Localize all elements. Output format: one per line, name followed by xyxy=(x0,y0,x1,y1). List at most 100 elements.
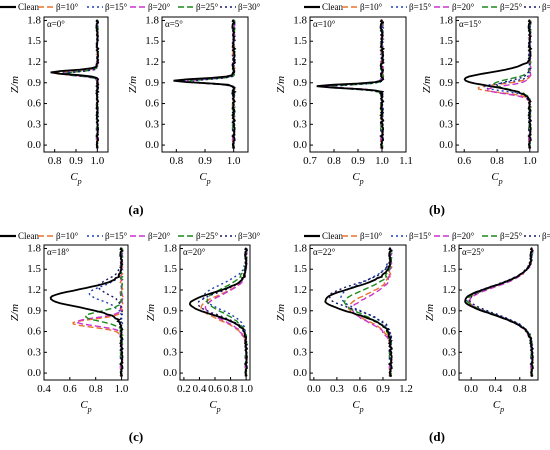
y-axis-label: Z/m xyxy=(9,76,21,93)
y-tick-label: 1.8 xyxy=(27,242,41,254)
series-line-beta-10 xyxy=(467,247,534,378)
y-tick-label: 0.3 xyxy=(27,118,41,130)
y-axis-label: Z/m xyxy=(424,304,436,321)
series-line-beta-15 xyxy=(88,247,124,377)
plot-frame xyxy=(309,16,407,153)
series-line-clean xyxy=(49,247,124,378)
plot-frame xyxy=(43,244,129,381)
y-tick-label: 1.2 xyxy=(163,284,177,296)
y-tick-label: 0.9 xyxy=(293,77,307,89)
alpha-label: α=22° xyxy=(313,247,336,257)
subplot-8: 0.0 0.3 0.6 0.9 1.2 1.5 1.8 0.0 0.4 0.8 Z/m Cp α=25° xyxy=(424,242,539,414)
y-axis-label: Z/m xyxy=(145,304,157,321)
legend-1: Clean β=10° β=15° β=20° β=25° β=30° xyxy=(0,2,261,12)
panel-label: (d) xyxy=(429,429,445,444)
legend-label: β=20° xyxy=(452,2,475,12)
series-line-clean xyxy=(463,19,533,150)
x-tick-label: 1.0 xyxy=(239,383,253,395)
legend-label: β=20° xyxy=(452,231,475,241)
x-axis-label: Cp xyxy=(209,399,220,414)
y-tick-label: 0.3 xyxy=(27,346,41,358)
x-axis-label: Cp xyxy=(80,399,91,414)
alpha-label: α=18° xyxy=(47,247,70,257)
legend-label: Clean xyxy=(322,231,343,241)
legend-label: β=20° xyxy=(148,231,171,241)
y-tick-label: 1.5 xyxy=(442,263,456,275)
y-tick-label: 0.6 xyxy=(439,98,453,110)
x-tick-label: 0.9 xyxy=(198,155,212,167)
x-tick-label: 0.6 xyxy=(63,383,77,395)
legend-label: β=30° xyxy=(542,2,550,12)
series-line-clean xyxy=(316,19,386,150)
y-tick-label: 1.8 xyxy=(293,242,307,254)
x-tick-label: 0.7 xyxy=(303,155,317,167)
y-tick-label: 1.8 xyxy=(442,242,456,254)
y-tick-label: 0.0 xyxy=(27,139,41,151)
panel-label: (c) xyxy=(129,429,143,444)
x-tick-label: 0.6 xyxy=(208,383,222,395)
y-axis-label: Z/m xyxy=(9,304,21,321)
legend-label: β=30° xyxy=(542,231,550,241)
series-line-clean xyxy=(324,247,394,378)
plot-frame xyxy=(179,244,251,381)
y-tick-label: 1.5 xyxy=(439,35,453,47)
legend-label: β=10° xyxy=(360,2,383,12)
subplot-3: 0.0 0.3 0.6 0.9 1.2 1.5 1.8 0.7 0.8 0.9 1.0 1.1 Z/m C… xyxy=(275,14,445,217)
y-tick-label: 0.3 xyxy=(293,346,307,358)
x-tick-label: 0.0 xyxy=(307,383,321,395)
legend-label: β=10° xyxy=(56,231,79,241)
x-tick-label: 0.9 xyxy=(376,383,390,395)
series-line-beta-20 xyxy=(61,19,100,149)
panel-label: (a) xyxy=(128,202,143,217)
series-line-clean xyxy=(173,19,237,150)
subplot-2: 0.0 0.3 0.6 0.9 1.2 1.5 1.8 0.8 0.9 1.0 Z/m Cp α=5° xyxy=(127,14,249,186)
series-line-beta-15 xyxy=(202,247,248,377)
x-tick-label: 1.0 xyxy=(523,155,537,167)
x-tick-label: 0.8 xyxy=(490,155,504,167)
y-tick-label: 1.5 xyxy=(27,35,41,47)
y-tick-label: 0.6 xyxy=(293,98,307,110)
x-tick-label: 0.6 xyxy=(353,383,367,395)
y-tick-label: 1.5 xyxy=(163,263,177,275)
x-tick-label: 0.8 xyxy=(48,155,62,167)
x-tick-label: 0.8 xyxy=(513,383,527,395)
x-tick-label: 0.4 xyxy=(193,383,207,395)
y-tick-label: 1.8 xyxy=(439,14,453,26)
x-axis-label: Cp xyxy=(352,399,363,414)
series-line-beta-15 xyxy=(465,247,534,377)
legend-label: Clean xyxy=(18,231,39,241)
x-axis-label: Cp xyxy=(199,171,210,186)
x-axis-label: Cp xyxy=(352,171,363,186)
y-tick-label: 1.2 xyxy=(293,56,307,68)
series-line-beta-20 xyxy=(486,19,532,149)
y-tick-label: 0.6 xyxy=(442,326,456,338)
series-line-beta-25 xyxy=(466,247,534,377)
y-tick-label: 0.6 xyxy=(27,326,41,338)
y-tick-label: 1.2 xyxy=(439,56,453,68)
x-tick-label: 0.4 xyxy=(489,383,503,395)
series-line-beta-30 xyxy=(328,247,394,378)
x-tick-label: 1.2 xyxy=(399,383,413,395)
y-tick-label: 0.0 xyxy=(442,367,456,379)
alpha-label: α=0° xyxy=(47,19,65,29)
y-tick-label: 1.2 xyxy=(27,284,41,296)
legend-label: β=25° xyxy=(500,2,523,12)
x-axis-label: Cp xyxy=(491,171,502,186)
legend-label: β=20° xyxy=(148,2,171,12)
y-tick-label: 0.3 xyxy=(439,118,453,130)
plot-frame xyxy=(458,244,539,381)
y-tick-label: 0.3 xyxy=(163,346,177,358)
y-tick-label: 0.3 xyxy=(293,118,307,130)
y-tick-label: 0.9 xyxy=(163,305,177,317)
y-tick-label: 1.8 xyxy=(27,14,41,26)
y-tick-label: 0.9 xyxy=(27,305,41,317)
y-tick-label: 0.9 xyxy=(442,305,456,317)
x-axis-label: Cp xyxy=(493,399,504,414)
y-tick-label: 1.8 xyxy=(145,14,159,26)
y-tick-label: 0.0 xyxy=(293,139,307,151)
legend-label: β=10° xyxy=(360,231,383,241)
legend-label: β=15° xyxy=(409,2,432,12)
x-tick-label: 0.3 xyxy=(330,383,344,395)
y-tick-label: 1.2 xyxy=(27,56,41,68)
